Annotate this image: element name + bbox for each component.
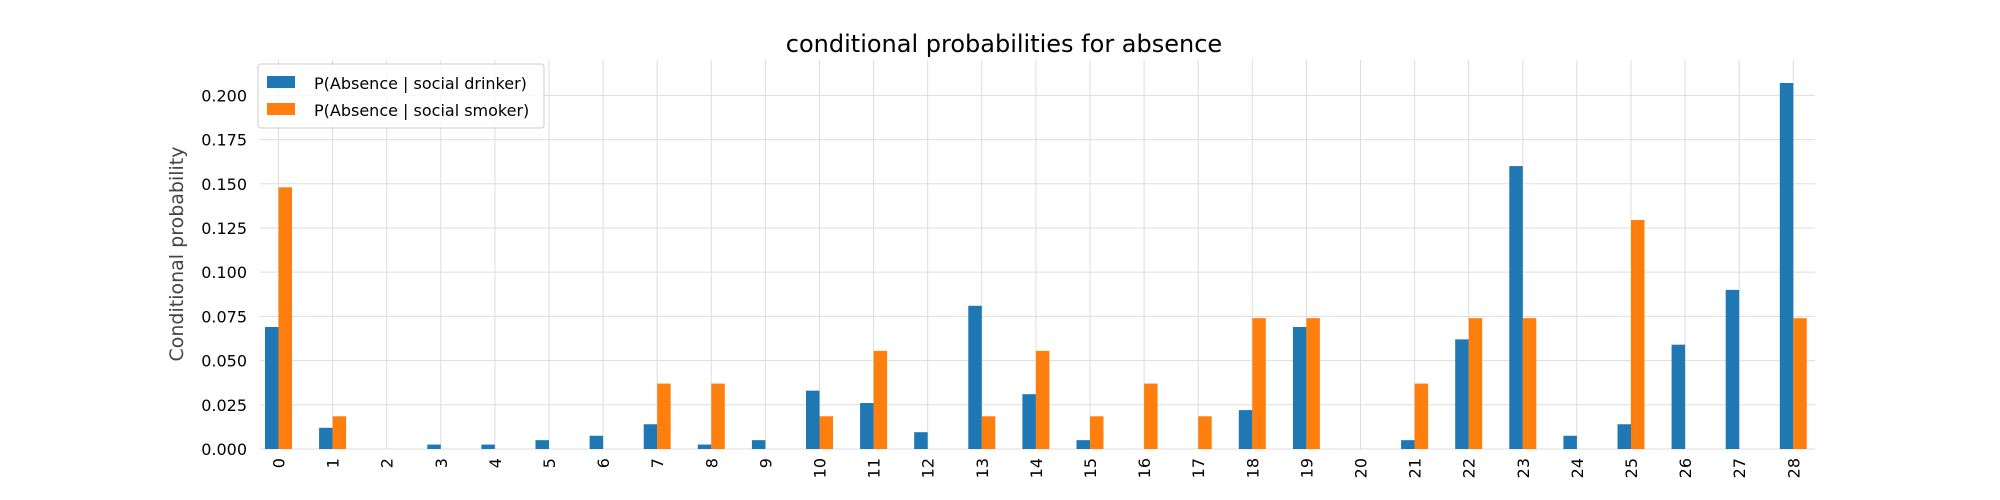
x-tick-label: 12 <box>919 458 938 478</box>
y-tick-label: 0.125 <box>201 219 247 238</box>
legend-label-drinker: P(Absence | social drinker) <box>314 74 527 93</box>
x-tick-label: 14 <box>1027 458 1046 478</box>
bar-smoker-17 <box>1198 416 1212 449</box>
bar-drinker-4 <box>481 444 495 449</box>
bar-drinker-11 <box>860 403 874 449</box>
bar-smoker-1 <box>332 416 347 449</box>
bar-smoker-28 <box>1793 318 1807 449</box>
bar-smoker-19 <box>1306 318 1320 449</box>
x-tick-label: 10 <box>811 458 830 478</box>
bar-drinker-21 <box>1401 440 1415 449</box>
x-tick-label: 18 <box>1243 458 1262 478</box>
bar-drinker-8 <box>697 444 712 449</box>
bar-smoker-15 <box>1090 416 1104 449</box>
bar-drinker-5 <box>535 440 549 449</box>
bar-smoker-13 <box>981 416 996 449</box>
y-tick-label: 0.050 <box>201 352 247 371</box>
bar-smoker-0 <box>278 187 292 450</box>
x-tick-label: 28 <box>1784 458 1803 478</box>
bars <box>265 82 1807 450</box>
bar-smoker-11 <box>873 350 888 449</box>
x-tick-label: 6 <box>594 458 613 468</box>
bar-smoker-8 <box>711 383 725 449</box>
legend: P(Absence | social drinker) P(Absence | … <box>257 63 545 129</box>
y-tick-label: 0.100 <box>201 263 247 282</box>
x-tick-label: 17 <box>1189 458 1208 478</box>
legend-label-smoker: P(Absence | social smoker) <box>314 101 529 120</box>
bar-drinker-22 <box>1455 339 1469 449</box>
y-tick-label: 0.075 <box>201 307 247 326</box>
bar-drinker-9 <box>751 440 766 449</box>
legend-swatch-smoker <box>267 103 295 115</box>
bar-drinker-28 <box>1779 82 1794 450</box>
bar-smoker-7 <box>657 383 671 449</box>
bar-smoker-25 <box>1631 220 1645 449</box>
x-tick-label: 8 <box>702 458 721 468</box>
bar-smoker-18 <box>1252 318 1266 449</box>
y-tick-label: 0.200 <box>201 86 247 105</box>
bar-drinker-15 <box>1076 440 1090 449</box>
bar-drinker-3 <box>427 444 441 449</box>
bar-drinker-6 <box>589 435 604 449</box>
x-tick-label: 13 <box>973 458 992 478</box>
x-tick-label: 4 <box>486 458 505 468</box>
x-tick-label: 27 <box>1730 458 1749 478</box>
x-tick-label: 0 <box>270 458 289 468</box>
x-tick-label: 5 <box>540 458 559 468</box>
y-tick-label: 0.000 <box>201 440 247 459</box>
x-tick-label: 2 <box>378 458 397 468</box>
bar-drinker-26 <box>1671 344 1686 449</box>
bar-smoker-23 <box>1522 318 1537 449</box>
x-tick-label: 15 <box>1081 458 1100 478</box>
bar-drinker-27 <box>1725 289 1740 449</box>
x-axis-ticks: 0 1 2 3 4 5 6 7 8 9 10 11 12 13 14 15 16 17 18 19 20 21 22 23 24… <box>270 458 1804 478</box>
bar-smoker-21 <box>1414 383 1429 449</box>
bar-drinker-0 <box>265 326 279 449</box>
legend-box <box>257 63 545 129</box>
y-tick-label: 0.025 <box>201 396 247 415</box>
bar-smoker-22 <box>1468 318 1483 449</box>
bar-drinker-19 <box>1292 326 1307 449</box>
bar-drinker-18 <box>1238 410 1253 449</box>
x-tick-label: 26 <box>1676 458 1695 478</box>
bar-drinker-13 <box>968 305 982 449</box>
x-tick-label: 7 <box>648 458 667 468</box>
y-tick-label: 0.175 <box>201 131 247 150</box>
y-axis-label: Conditional probability <box>166 146 188 361</box>
bar-drinker-14 <box>1022 394 1036 449</box>
chart-title: conditional probabilities for absence <box>786 30 1222 58</box>
x-tick-label: 3 <box>432 458 451 468</box>
bar-smoker-10 <box>819 416 833 449</box>
x-tick-label: 20 <box>1352 458 1371 478</box>
x-tick-label: 25 <box>1622 458 1641 478</box>
x-tick-label: 23 <box>1514 458 1533 478</box>
bar-drinker-1 <box>319 427 333 449</box>
x-tick-label: 19 <box>1297 458 1316 478</box>
x-tick-label: 11 <box>865 458 884 478</box>
bar-drinker-7 <box>643 424 658 449</box>
bar-drinker-23 <box>1509 166 1523 449</box>
bar-drinker-24 <box>1563 435 1577 449</box>
x-tick-label: 9 <box>756 458 775 468</box>
bar-drinker-12 <box>914 432 928 449</box>
x-tick-label: 22 <box>1460 458 1479 478</box>
y-tick-label: 0.150 <box>201 175 247 194</box>
x-tick-label: 16 <box>1135 458 1154 478</box>
x-tick-label: 24 <box>1568 458 1587 478</box>
bar-drinker-10 <box>806 390 820 449</box>
x-tick-label: 21 <box>1406 458 1425 478</box>
bar-smoker-14 <box>1035 350 1050 449</box>
bar-smoker-16 <box>1144 383 1158 449</box>
bar-drinker-25 <box>1617 424 1631 449</box>
x-tick-label: 1 <box>324 458 343 468</box>
y-axis-ticks: 0.000 0.025 0.050 0.075 0.100 0.125 0.150 0.175… <box>201 86 247 459</box>
legend-swatch-drinker <box>267 76 295 88</box>
